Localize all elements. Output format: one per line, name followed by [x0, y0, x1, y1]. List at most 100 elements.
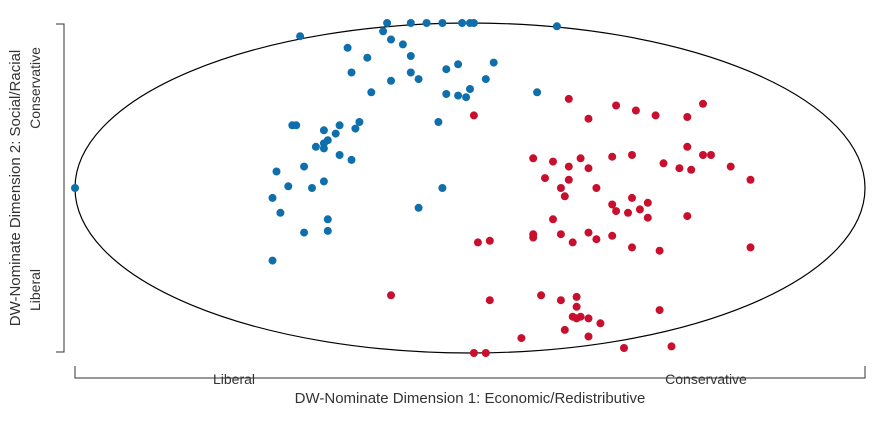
red-point: [655, 306, 664, 315]
red-point: [517, 334, 526, 343]
red-point: [620, 344, 628, 352]
red-point: [635, 205, 644, 214]
red-point: [596, 319, 605, 328]
red-point: [643, 198, 652, 207]
red-point: [572, 302, 581, 311]
red-point: [687, 165, 696, 174]
blue-point: [367, 88, 376, 97]
red-point: [628, 151, 636, 159]
red-point: [564, 162, 573, 171]
red-point: [699, 99, 707, 108]
blue-point: [323, 215, 332, 224]
blue-point: [276, 208, 285, 217]
red-point: [556, 184, 565, 192]
blue-point: [284, 182, 293, 191]
blue-point: [458, 19, 467, 27]
blue-point: [363, 53, 372, 62]
blue-point: [296, 32, 305, 41]
blue-point: [462, 93, 471, 102]
blue-point: [454, 91, 463, 100]
red-point: [564, 94, 573, 103]
red-point: [624, 208, 632, 217]
red-point: [556, 296, 565, 305]
y-axis-top-label: Conservative: [27, 47, 43, 129]
blue-point: [343, 43, 352, 52]
blue-point: [406, 68, 415, 77]
blue-point: [398, 40, 407, 49]
red-point: [541, 174, 549, 183]
red-point: [485, 296, 494, 305]
x-axis-right-label: Conservative: [665, 371, 747, 387]
y-axis-line: [56, 23, 65, 353]
red-point: [537, 291, 546, 300]
red-point: [564, 175, 573, 184]
blue-point: [347, 155, 356, 164]
red-point: [568, 238, 577, 247]
blue-point: [323, 226, 332, 235]
blue-point: [533, 88, 542, 97]
blue-point: [469, 19, 478, 27]
x-axis-line: [74, 366, 866, 379]
blue-point: [319, 177, 328, 186]
blue-point: [552, 22, 561, 31]
red-point: [683, 142, 692, 151]
blue-point: [387, 76, 395, 85]
red-point: [683, 212, 692, 221]
data-points: [71, 19, 755, 357]
red-point: [675, 164, 684, 173]
red-point: [572, 292, 581, 301]
red-point: [529, 233, 538, 242]
blue-point: [311, 142, 320, 151]
blue-point: [489, 58, 498, 67]
red-point: [529, 154, 538, 163]
red-point: [707, 151, 715, 159]
red-point: [584, 332, 593, 341]
red-point: [469, 111, 478, 120]
blue-point: [292, 121, 301, 130]
red-point: [612, 207, 621, 216]
red-point: [651, 111, 660, 120]
red-point: [683, 113, 692, 121]
blue-point: [466, 85, 474, 93]
y-axis-bottom-label: Liberal: [27, 269, 43, 311]
blue-point: [335, 121, 344, 130]
red-point: [485, 236, 494, 245]
blue-point: [387, 35, 395, 44]
red-point: [560, 192, 569, 201]
blue-point: [442, 65, 451, 74]
blue-point: [71, 184, 79, 192]
blue-point: [481, 75, 490, 84]
red-point: [612, 101, 621, 110]
red-point: [643, 213, 652, 222]
blue-point: [300, 162, 309, 171]
red-point: [584, 228, 593, 237]
y-axis-title: DW-Nominate Dimension 2: Social/Racial: [7, 50, 24, 327]
blue-point: [422, 19, 431, 27]
blue-point: [379, 27, 388, 36]
red-point: [584, 114, 593, 123]
red-point: [628, 243, 636, 252]
blue-point: [406, 52, 415, 60]
red-point: [481, 349, 490, 357]
red-point: [584, 314, 593, 323]
red-point: [576, 154, 585, 163]
blue-point: [454, 60, 463, 69]
blue-point: [319, 144, 328, 153]
red-point: [556, 230, 565, 239]
blue-point: [308, 184, 316, 192]
blue-point: [414, 203, 423, 212]
blue-point: [319, 126, 328, 135]
blue-point: [268, 256, 277, 265]
blue-point: [406, 19, 415, 27]
blue-point: [335, 151, 344, 159]
blue-point: [268, 193, 277, 202]
blue-point: [351, 124, 360, 133]
red-point: [667, 342, 676, 351]
red-point: [746, 243, 755, 252]
red-point: [746, 175, 755, 184]
red-point: [592, 184, 601, 192]
red-point: [659, 159, 668, 168]
red-point: [699, 151, 707, 159]
blue-point: [323, 136, 332, 145]
